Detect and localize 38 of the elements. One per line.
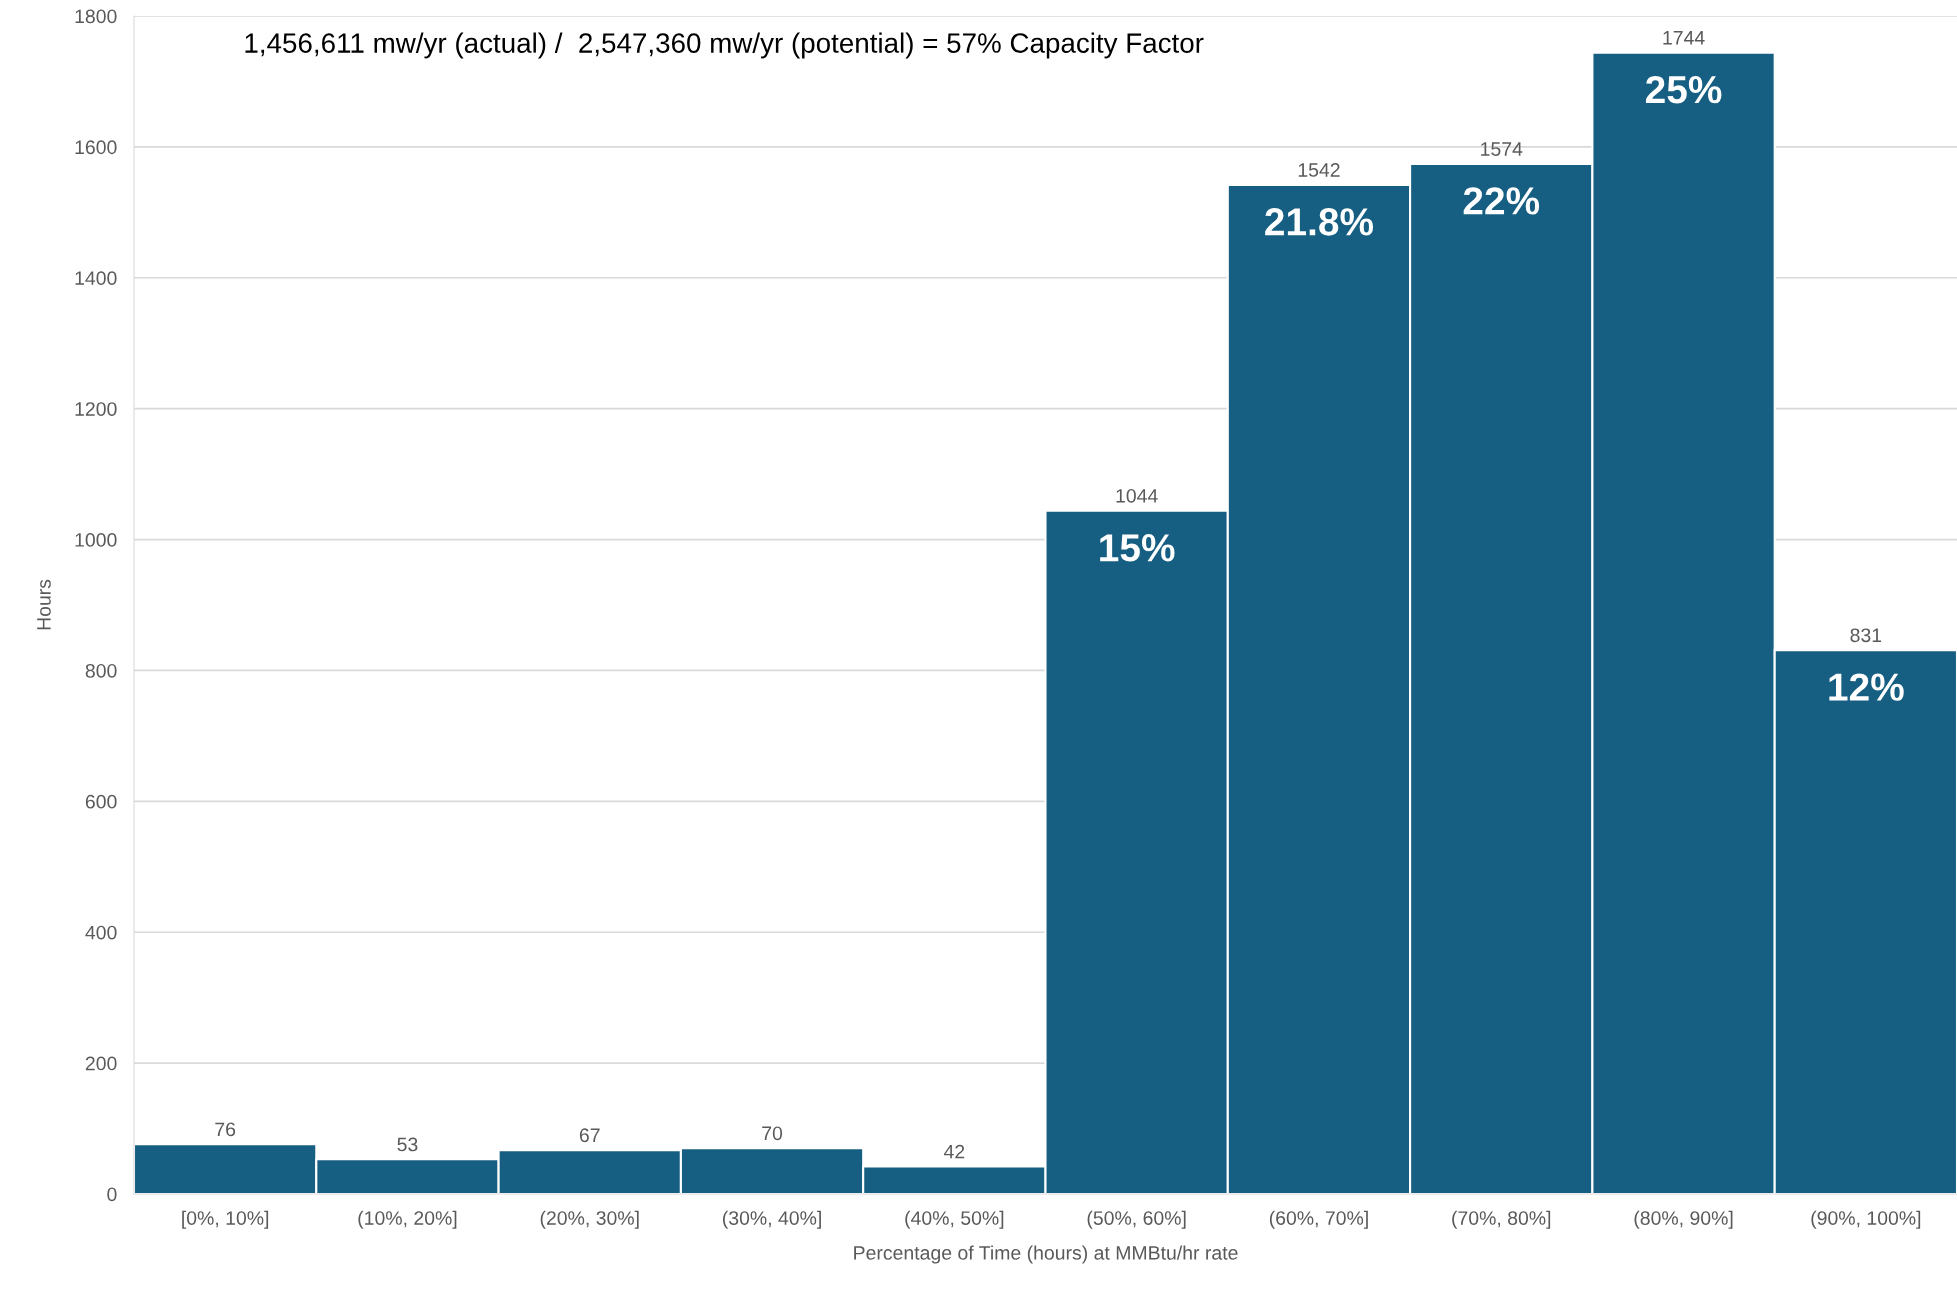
annotation: 21.8% bbox=[1265, 208, 1374, 236]
data-label: 1044 bbox=[1116, 488, 1158, 503]
data-label: 831 bbox=[1850, 628, 1882, 643]
data-label: 70 bbox=[762, 1126, 783, 1141]
x-tick-label: (40%, 50%] bbox=[905, 1210, 1004, 1229]
x-tick-label: (50%, 60%] bbox=[1087, 1210, 1186, 1229]
y-tick-label: 1000 bbox=[75, 533, 117, 547]
annotation: 25% bbox=[1645, 75, 1722, 104]
x-tick-label: (20%, 30%] bbox=[540, 1210, 639, 1229]
data-label: 76 bbox=[215, 1122, 236, 1137]
annotation: 1,456,611 mw/yr (actual) / 2,547,360 mw/yr (potential) = 57% Capacity Factor bbox=[245, 32, 1204, 59]
x-tick-label: (30%, 40%] bbox=[723, 1210, 821, 1229]
y-tick-label: 0 bbox=[107, 1187, 117, 1202]
y-tick-label: 200 bbox=[85, 1056, 117, 1071]
y-tick-label: 800 bbox=[85, 663, 117, 678]
y-tick-label: 400 bbox=[85, 925, 117, 940]
data-label: 42 bbox=[943, 1144, 965, 1159]
x-axis-title: Percentage of Time (hours) at MMBtu/hr rate bbox=[854, 1245, 1238, 1264]
annotation: 15% bbox=[1100, 534, 1175, 562]
y-tick-label: 1600 bbox=[75, 140, 117, 155]
data-label: 67 bbox=[579, 1128, 600, 1143]
y-tick-label: 600 bbox=[85, 794, 117, 809]
data-label: 53 bbox=[397, 1137, 418, 1152]
x-tick-label: (70%, 80%] bbox=[1452, 1210, 1551, 1229]
y-tick-label: 1800 bbox=[75, 9, 117, 24]
data-label: 1744 bbox=[1663, 31, 1705, 45]
y-tick-label: 1400 bbox=[75, 271, 117, 286]
x-tick-label: [0%, 10%] bbox=[182, 1210, 269, 1229]
x-tick-label: (90%, 100%] bbox=[1811, 1210, 1921, 1229]
data-label: 1574 bbox=[1481, 142, 1523, 156]
x-tick-label: (80%, 90%] bbox=[1634, 1210, 1733, 1229]
data-label: 1542 bbox=[1298, 163, 1340, 177]
y-tick-label: 1200 bbox=[75, 402, 117, 416]
y-axis-title: Hours bbox=[37, 579, 51, 630]
x-tick-label: (60%, 70%] bbox=[1269, 1210, 1368, 1229]
annotation: 12% bbox=[1829, 673, 1904, 701]
annotation: 22% bbox=[1463, 187, 1540, 215]
x-tick-label: (10%, 20%] bbox=[358, 1210, 457, 1229]
